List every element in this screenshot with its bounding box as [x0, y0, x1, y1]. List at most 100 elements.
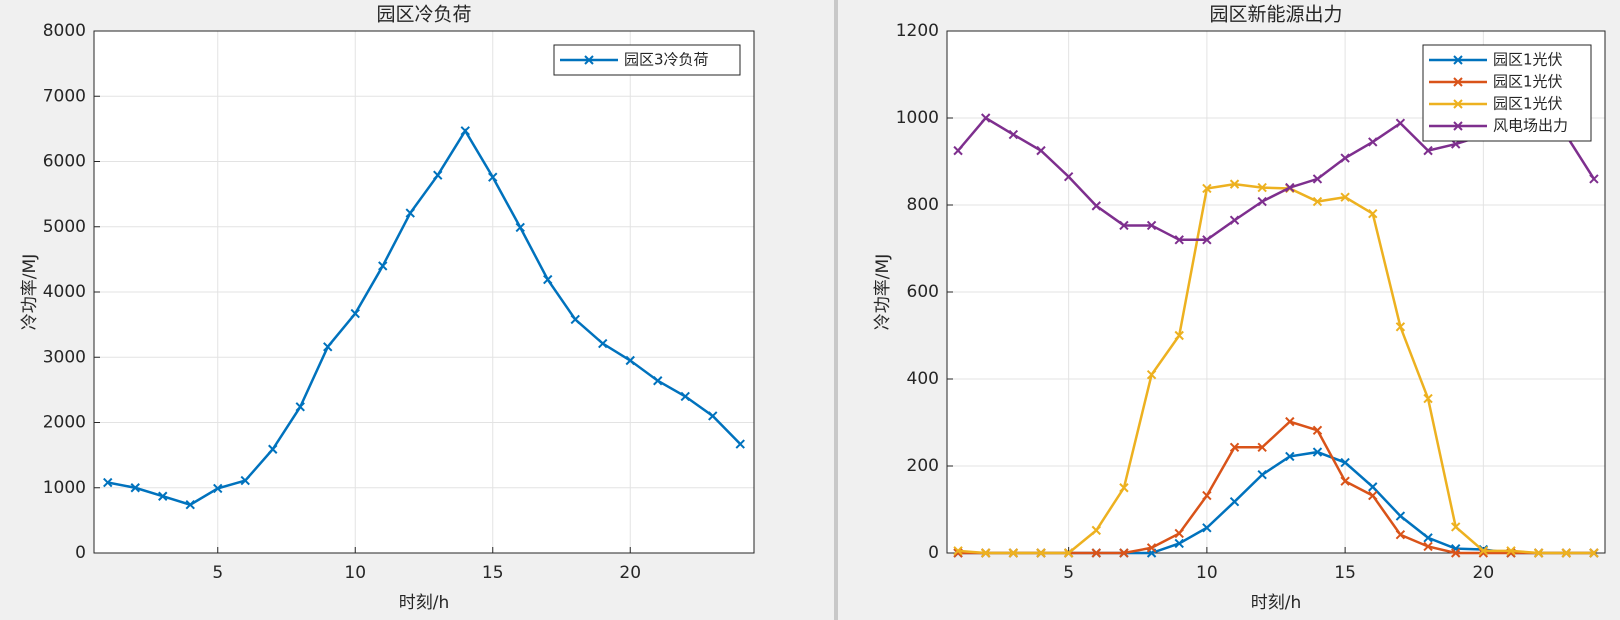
marker: [1478, 546, 1489, 556]
marker: [1202, 183, 1212, 194]
marker: [1285, 182, 1295, 193]
x-axis-label: 时刻/h: [399, 593, 450, 613]
marker: [1063, 172, 1074, 182]
y-tick-label: 200: [907, 456, 939, 476]
marker: [1119, 548, 1129, 558]
marker: [1257, 469, 1267, 480]
y-tick-label: 2000: [43, 413, 86, 433]
series: [953, 179, 1599, 558]
marker: [1368, 137, 1378, 147]
legend-label: 园区3冷负荷: [624, 51, 709, 69]
marker: [1561, 548, 1571, 558]
marker: [735, 439, 745, 449]
marker: [1091, 201, 1101, 211]
marker: [213, 483, 223, 494]
marker: [460, 126, 470, 136]
marker: [268, 444, 278, 454]
marker: [1423, 533, 1433, 543]
legend-label: 园区1光伏: [1493, 73, 1563, 91]
marker: [1506, 546, 1516, 556]
marker: [1229, 496, 1240, 507]
marker: [1174, 538, 1184, 549]
marker: [488, 172, 498, 182]
axes-box: [946, 30, 1606, 554]
marker: [130, 483, 140, 493]
marker: [953, 546, 963, 556]
y-tick-label: 400: [907, 369, 939, 389]
y-tick-label: 800: [907, 195, 939, 215]
chart-title: 园区冷负荷: [376, 4, 471, 26]
marker: [1340, 192, 1350, 202]
marker: [1119, 483, 1129, 493]
marker: [1451, 548, 1461, 558]
marker: [1395, 511, 1406, 521]
x-tick-label: 15: [482, 563, 504, 583]
y-tick-label: 0: [928, 543, 939, 563]
marker: [1146, 220, 1157, 231]
y-tick-label: 7000: [43, 86, 86, 106]
legend-marker: [1453, 99, 1463, 109]
y-tick-label: 1200: [896, 21, 939, 41]
marker: [515, 222, 525, 233]
marker: [1285, 416, 1295, 427]
x-tick-label: 10: [1196, 563, 1218, 583]
marker: [1368, 490, 1378, 501]
marker: [1008, 129, 1019, 140]
axes-box: [93, 30, 755, 554]
marker: [1063, 548, 1074, 558]
y-tick-label: 600: [907, 282, 939, 302]
x-axis-label: 时刻/h: [1251, 593, 1302, 613]
x-tick-label: 20: [1473, 563, 1495, 583]
marker: [1312, 425, 1323, 436]
marker: [1395, 530, 1406, 540]
marker: [433, 170, 443, 180]
marker: [1202, 490, 1212, 501]
marker: [1146, 543, 1157, 553]
marker: [1229, 215, 1240, 225]
legend: 园区3冷负荷: [553, 44, 741, 76]
marker: [1257, 442, 1267, 453]
marker: [1091, 525, 1101, 536]
marker: [1423, 541, 1433, 552]
marker: [1312, 447, 1323, 457]
marker: [653, 376, 663, 386]
marker: [980, 113, 991, 123]
marker: [1395, 118, 1406, 128]
marker: [240, 475, 250, 486]
marker: [1174, 528, 1184, 539]
marker: [1257, 182, 1267, 193]
marker: [1533, 548, 1544, 558]
marker: [1174, 330, 1184, 341]
marker: [708, 411, 718, 421]
marker: [405, 208, 415, 218]
chart-title: 园区新能源出力: [1209, 4, 1342, 26]
marker: [1451, 522, 1461, 532]
marker: [1008, 548, 1019, 558]
y-tick-label: 0: [75, 543, 86, 563]
marker: [1229, 442, 1240, 453]
marker: [1285, 451, 1295, 462]
y-axis-label: 冷功率/MJ: [873, 254, 893, 330]
marker: [1146, 369, 1157, 380]
x-tick-label: 20: [619, 563, 641, 583]
marker: [1368, 208, 1378, 219]
marker: [1589, 548, 1599, 558]
marker: [1312, 174, 1323, 184]
x-tick-label: 15: [1334, 563, 1356, 583]
legend-label: 风电场出力: [1493, 117, 1568, 135]
marker: [980, 548, 991, 558]
y-tick-label: 4000: [43, 282, 86, 302]
y-tick-label: 3000: [43, 347, 86, 367]
y-tick-label: 6000: [43, 152, 86, 172]
marker: [598, 338, 608, 349]
x-tick-label: 10: [344, 563, 366, 583]
marker: [103, 477, 113, 488]
marker: [1036, 548, 1046, 558]
y-tick-label: 1000: [896, 108, 939, 128]
marker: [1589, 174, 1599, 184]
legend-label: 园区1光伏: [1493, 51, 1563, 69]
marker: [1395, 322, 1406, 332]
legend-marker: [1453, 55, 1463, 65]
